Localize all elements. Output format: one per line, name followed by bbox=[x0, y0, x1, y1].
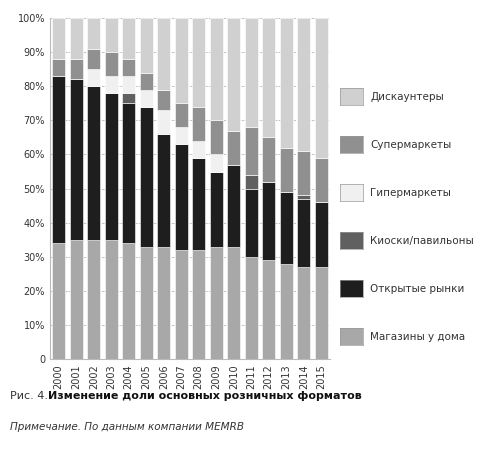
Bar bbox=[122, 243, 136, 359]
Bar bbox=[210, 172, 223, 247]
Bar bbox=[227, 131, 240, 165]
Bar bbox=[104, 93, 118, 240]
Bar bbox=[140, 73, 153, 90]
Bar bbox=[122, 93, 136, 103]
Bar bbox=[192, 107, 205, 141]
Bar bbox=[192, 18, 205, 107]
Bar bbox=[192, 250, 205, 359]
Bar bbox=[297, 18, 310, 151]
Text: Киоски/павильоны: Киоски/павильоны bbox=[370, 236, 474, 246]
Bar bbox=[52, 76, 66, 243]
Bar bbox=[104, 240, 118, 359]
Text: Примечание. По данным компании MEMRB: Примечание. По данным компании MEMRB bbox=[10, 422, 244, 432]
Bar bbox=[210, 154, 223, 172]
Bar bbox=[104, 18, 118, 52]
Bar bbox=[297, 199, 310, 267]
Text: Гипермаркеты: Гипермаркеты bbox=[370, 188, 451, 198]
Bar bbox=[52, 18, 66, 59]
Bar bbox=[280, 148, 293, 192]
Bar bbox=[52, 243, 66, 359]
Bar bbox=[157, 90, 170, 110]
Bar bbox=[297, 195, 310, 199]
Text: Дискаунтеры: Дискаунтеры bbox=[370, 92, 444, 101]
Bar bbox=[87, 18, 101, 48]
Bar bbox=[174, 250, 188, 359]
Bar bbox=[52, 59, 66, 76]
Bar bbox=[122, 76, 136, 93]
Bar bbox=[244, 189, 258, 257]
Bar bbox=[157, 18, 170, 90]
Bar bbox=[262, 260, 276, 359]
Text: Супермаркеты: Супермаркеты bbox=[370, 140, 452, 150]
Bar bbox=[157, 134, 170, 247]
Bar bbox=[280, 264, 293, 359]
Bar bbox=[227, 247, 240, 359]
Bar bbox=[210, 247, 223, 359]
Bar bbox=[280, 18, 293, 148]
Bar bbox=[87, 48, 101, 69]
Bar bbox=[244, 257, 258, 359]
Bar bbox=[174, 103, 188, 127]
Bar bbox=[140, 247, 153, 359]
Text: Рис. 4.: Рис. 4. bbox=[10, 391, 48, 401]
Bar bbox=[227, 18, 240, 131]
Bar bbox=[244, 127, 258, 175]
Bar bbox=[314, 202, 328, 267]
Text: Магазины у дома: Магазины у дома bbox=[370, 332, 465, 342]
Bar bbox=[174, 18, 188, 103]
Text: Изменение доли основных розничных форматов: Изменение доли основных розничных формат… bbox=[48, 391, 361, 401]
Bar bbox=[174, 144, 188, 250]
Bar bbox=[174, 127, 188, 144]
Bar bbox=[104, 52, 118, 76]
Bar bbox=[210, 120, 223, 154]
Bar bbox=[157, 110, 170, 134]
Bar bbox=[70, 59, 83, 79]
Bar bbox=[87, 240, 101, 359]
Bar bbox=[70, 240, 83, 359]
Text: Открытые рынки: Открытые рынки bbox=[370, 284, 464, 294]
Bar bbox=[314, 18, 328, 158]
Bar bbox=[87, 86, 101, 240]
Bar bbox=[157, 247, 170, 359]
Bar bbox=[70, 79, 83, 240]
Bar bbox=[192, 158, 205, 250]
Bar bbox=[140, 18, 153, 73]
Bar bbox=[244, 18, 258, 127]
Bar bbox=[210, 18, 223, 120]
Bar bbox=[140, 107, 153, 247]
Bar bbox=[122, 59, 136, 76]
Bar bbox=[192, 141, 205, 158]
Bar bbox=[122, 103, 136, 243]
Bar bbox=[122, 18, 136, 59]
Bar bbox=[280, 192, 293, 264]
Bar bbox=[297, 267, 310, 359]
Bar bbox=[87, 69, 101, 86]
Bar bbox=[244, 175, 258, 189]
Bar bbox=[314, 158, 328, 202]
Bar bbox=[227, 165, 240, 247]
Bar bbox=[70, 18, 83, 59]
Bar bbox=[314, 267, 328, 359]
Bar bbox=[297, 151, 310, 195]
Bar bbox=[140, 90, 153, 107]
Bar bbox=[262, 18, 276, 137]
Bar bbox=[262, 137, 276, 182]
Bar bbox=[104, 76, 118, 93]
Bar bbox=[262, 182, 276, 260]
